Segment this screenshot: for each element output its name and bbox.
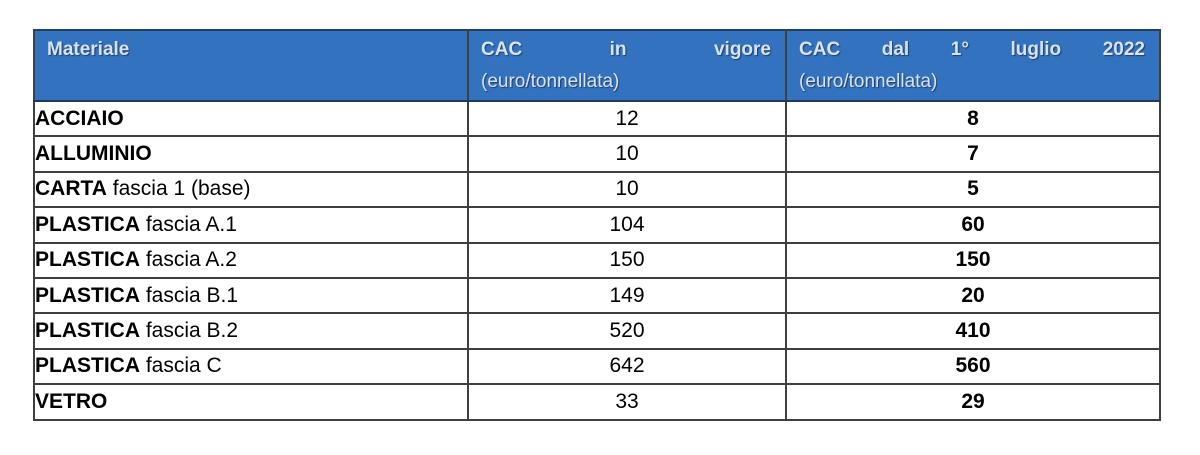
cac-fees-table: Materiale CAC in vigore (euro/tonnellata) … [33,29,1161,421]
material-name: VETRO [35,389,108,413]
material-detail: fascia 1 (base) [106,177,251,201]
cac-in-vigore-value: 33 [467,383,787,421]
header-word: in [609,39,627,60]
table-row: ALLUMINIO 10 7 [33,135,1161,173]
cac-in-vigore-value: 104 [467,206,787,244]
header-word: vigore [713,39,771,60]
cac-in-vigore-value: 12 [467,99,787,138]
material-name: PLASTICA [35,212,140,236]
cac-dal-luglio-value: 410 [785,312,1161,350]
material-name: PLASTICA [35,283,140,307]
cac-dal-luglio-value: 29 [785,383,1161,421]
material-detail: fascia A.2 [140,248,237,272]
cac-dal-luglio-value: 8 [785,99,1161,138]
column-header-cac-in-vigore-line1: CAC in vigore [481,38,771,62]
material-cell: ACCIAIO [33,99,469,138]
header-word: CAC [481,39,523,60]
header-word: 2022 [1102,39,1145,60]
material-cell: VETRO [33,383,469,421]
cac-in-vigore-value: 10 [467,135,787,173]
material-cell: PLASTICA fascia C [33,347,469,386]
table-row: CARTA fascia 1 (base) 10 5 [33,170,1161,209]
cac-dal-luglio-value: 150 [785,241,1161,279]
material-cell: PLASTICA fascia B.1 [33,276,469,315]
table-row: VETRO 33 29 [33,383,1161,421]
material-detail: fascia A.1 [140,212,237,236]
material-name: PLASTICA [35,319,140,343]
material-name: PLASTICA [35,248,140,272]
cac-in-vigore-value: 10 [467,170,787,209]
cac-dal-luglio-value: 5 [785,170,1161,209]
cac-dal-luglio-value: 60 [785,206,1161,244]
column-header-cac-dal-luglio: CAC dal 1° luglio 2022 (euro/tonnellata) [785,29,1161,102]
material-detail: fascia B.2 [140,319,239,343]
cac-table-container: Materiale CAC in vigore (euro/tonnellata) … [33,29,1161,421]
column-header-cac-in-vigore-unit: (euro/tonnellata) [481,71,620,92]
cac-in-vigore-value: 642 [467,347,787,386]
cac-in-vigore-value: 150 [467,241,787,279]
table-body: ACCIAIO 12 8 ALLUMINIO 10 7 CARTA fascia 1 (ba… [33,99,1161,421]
cac-dal-luglio-value: 7 [785,135,1161,173]
header-word: luglio [1010,39,1062,60]
table-row: PLASTICA fascia B.2 520 410 [33,312,1161,350]
material-detail: fascia C [140,354,222,378]
column-header-cac-dal-luglio-unit: (euro/tonnellata) [799,71,938,92]
table-row: PLASTICA fascia A.2 150 150 [33,241,1161,279]
material-cell: PLASTICA fascia A.2 [33,241,469,279]
column-header-materiale-label: Materiale [47,39,130,60]
material-name: ALLUMINIO [35,142,152,166]
column-header-cac-dal-luglio-line1: CAC dal 1° luglio 2022 [799,38,1145,62]
material-name: ACCIAIO [35,106,124,130]
cac-in-vigore-value: 520 [467,312,787,350]
header-row: Materiale CAC in vigore (euro/tonnellata) … [33,29,1161,102]
cac-dal-luglio-value: 560 [785,347,1161,386]
material-cell: PLASTICA fascia A.1 [33,206,469,244]
material-cell: PLASTICA fascia B.2 [33,312,469,350]
material-name: PLASTICA [35,354,140,378]
column-header-materiale: Materiale [33,29,469,102]
table-row: ACCIAIO 12 8 [33,99,1161,138]
table-row: PLASTICA fascia A.1 104 60 [33,206,1161,244]
material-name: CARTA [35,177,107,201]
cac-in-vigore-value: 149 [467,276,787,315]
material-cell: ALLUMINIO [33,135,469,173]
table-row: PLASTICA fascia B.1 149 20 [33,276,1161,315]
header-word: CAC [799,39,841,60]
cac-dal-luglio-value: 20 [785,276,1161,315]
header-word: dal [881,39,910,60]
material-detail: fascia B.1 [140,283,239,307]
header-word: 1° [950,39,969,60]
table-row: PLASTICA fascia C 642 560 [33,347,1161,386]
material-cell: CARTA fascia 1 (base) [33,170,469,209]
column-header-cac-in-vigore: CAC in vigore (euro/tonnellata) [467,29,787,102]
